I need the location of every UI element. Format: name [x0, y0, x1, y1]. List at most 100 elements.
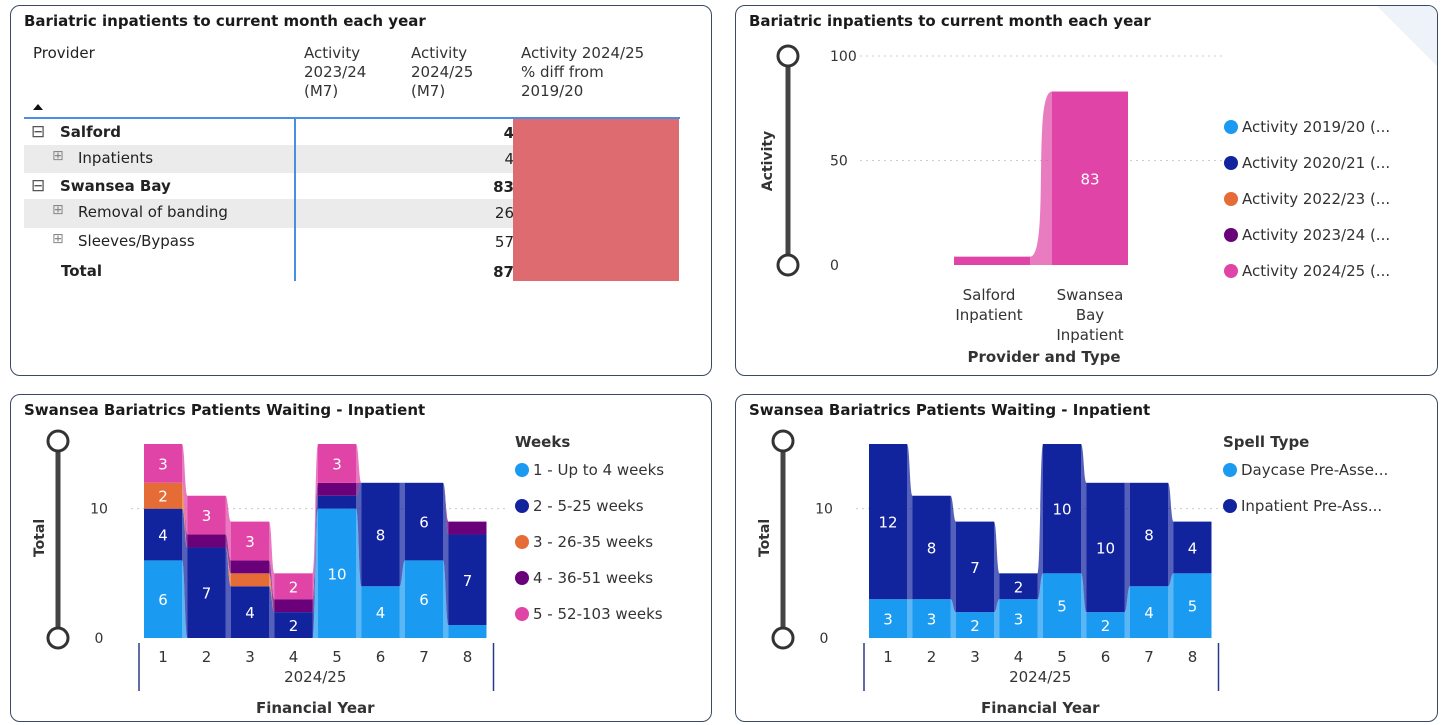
bar-segment[interactable] — [1130, 482, 1168, 587]
slider-handle-top[interactable] — [46, 429, 70, 453]
slider-handle-bottom[interactable] — [46, 626, 70, 650]
table-row[interactable]: Total 87 — [24, 258, 514, 284]
col-header-provider[interactable]: Provider — [33, 44, 95, 62]
col-header-activity-2023-24[interactable]: Activity 2023/24 (M7) — [304, 44, 367, 100]
ribbon — [1081, 573, 1087, 638]
legend-item[interactable]: Activity 2019/20 (... — [1242, 118, 1390, 136]
legend-item[interactable]: Activity 2024/25 (... — [1242, 262, 1390, 280]
table-row[interactable]: ⊞ Sleeves/Bypass 57 — [24, 228, 514, 258]
ribbon — [312, 495, 318, 638]
legend-item[interactable]: 4 - 36-51 weeks — [533, 569, 653, 587]
legend-item[interactable]: Activity 2022/23 (... — [1242, 190, 1390, 208]
slider-handle-top[interactable] — [771, 429, 795, 453]
legend-item[interactable]: Daycase Pre-Asse... — [1241, 461, 1388, 479]
bar-segment[interactable] — [1043, 573, 1081, 638]
bar-segment[interactable] — [912, 495, 951, 600]
bar-segment[interactable] — [999, 599, 1038, 638]
legend-item[interactable]: Inpatient Pre-Ass... — [1241, 497, 1382, 515]
slider-handle-top[interactable] — [776, 44, 800, 68]
activity-chart-panel: Bariatric inpatients to current month ea… — [735, 5, 1438, 376]
bar-segment[interactable] — [1086, 482, 1125, 613]
y-axis-title: Total — [757, 519, 773, 557]
ribbon — [356, 508, 362, 638]
bar-segment[interactable] — [912, 599, 951, 638]
bar-segment[interactable] — [1173, 521, 1212, 574]
data-label: 4 — [1144, 604, 1154, 622]
expand-icon[interactable]: ⊞ — [52, 148, 64, 164]
legend-item[interactable]: 2 - 5-25 weeks — [533, 497, 644, 515]
data-label: 3 — [332, 455, 342, 473]
table-row[interactable]: ⊞ Inpatients 4 — [24, 145, 514, 173]
bar-segment[interactable] — [318, 495, 356, 509]
bar-segment[interactable] — [405, 560, 443, 638]
legend-item[interactable]: 3 - 26-35 weeks — [533, 533, 653, 551]
data-label: 10 — [1096, 539, 1115, 557]
bar-segment[interactable] — [1043, 444, 1081, 574]
bar-segment[interactable] — [405, 482, 443, 561]
ribbon — [443, 482, 449, 626]
legend-marker — [1224, 192, 1238, 206]
bar-segment[interactable] — [187, 547, 226, 638]
data-label: 8 — [927, 539, 937, 557]
bar[interactable] — [954, 256, 1030, 265]
bar-segment[interactable] — [274, 612, 313, 638]
col-header-activity-2024-25[interactable]: Activity 2024/25 (M7) — [411, 44, 474, 100]
bar-segment[interactable] — [144, 444, 182, 483]
bar-segment[interactable] — [187, 534, 226, 548]
bar-segment[interactable] — [318, 482, 356, 496]
x-tick-label: Bay — [1076, 306, 1104, 324]
slider-handle-bottom[interactable] — [776, 253, 800, 277]
data-label: 2 — [158, 488, 168, 506]
bar-segment[interactable] — [231, 573, 269, 587]
legend-item[interactable]: 1 - Up to 4 weeks — [533, 461, 664, 479]
bar-segment[interactable] — [144, 560, 182, 638]
data-label: 8 — [1144, 527, 1154, 545]
slider-handle-bottom[interactable] — [771, 626, 795, 650]
table-row[interactable]: ⊞ Removal of banding 26 — [24, 199, 514, 228]
bar-segment[interactable] — [187, 495, 226, 535]
bar-segment[interactable] — [1086, 612, 1125, 638]
col-header-percent-diff[interactable]: Activity 2024/25 % diff from 2019/20 — [521, 44, 645, 100]
activity-2024-25-value: 4 — [503, 124, 514, 142]
bar-segment[interactable] — [956, 612, 994, 638]
bar-segment[interactable] — [1130, 586, 1168, 638]
bar-segment[interactable] — [999, 573, 1038, 600]
legend-item[interactable]: Activity 2023/24 (... — [1242, 226, 1390, 244]
expand-icon[interactable]: ⊞ — [52, 231, 64, 247]
bar-segment[interactable] — [1173, 573, 1212, 638]
panel-title: Bariatric inpatients to current month ea… — [24, 12, 426, 30]
legend-item[interactable]: 5 - 52-103 weeks — [533, 605, 663, 623]
expand-icon[interactable]: ⊞ — [52, 202, 64, 218]
ribbon — [312, 444, 318, 600]
bar[interactable] — [1052, 91, 1128, 265]
bar-segment[interactable] — [956, 521, 994, 613]
data-label: 6 — [419, 591, 429, 609]
collapse-icon[interactable]: ⊟ — [31, 176, 46, 196]
bar-segment[interactable] — [869, 444, 907, 600]
bar-segment[interactable] — [231, 521, 269, 561]
data-label: 7 — [463, 572, 473, 590]
bar-segment[interactable] — [144, 508, 182, 561]
sort-up-icon[interactable] — [33, 104, 43, 110]
bar-segment[interactable] — [361, 586, 400, 638]
bar-segment[interactable] — [448, 521, 487, 535]
x-tick-label: 2 — [202, 648, 212, 666]
collapse-icon[interactable]: ⊟ — [31, 122, 46, 142]
bar-segment[interactable] — [361, 482, 400, 587]
bar-segment[interactable] — [274, 599, 313, 613]
bar-segment[interactable] — [448, 534, 487, 626]
data-label: 3 — [245, 533, 255, 551]
x-tick-label: 6 — [376, 648, 386, 666]
bar-segment[interactable] — [448, 625, 487, 638]
bar-segment[interactable] — [274, 573, 313, 600]
bar-segment[interactable] — [318, 444, 356, 483]
x-tick-label: 1 — [883, 648, 893, 666]
bar-segment[interactable] — [231, 586, 269, 638]
bar-segment[interactable] — [318, 508, 356, 638]
bar-segment[interactable] — [144, 482, 182, 509]
bar-segment[interactable] — [231, 560, 269, 574]
table-row[interactable]: ⊟ Salford 4 — [24, 119, 514, 145]
legend-item[interactable]: Activity 2020/21 (... — [1242, 154, 1390, 172]
table-row[interactable]: ⊟ Swansea Bay 83 — [24, 173, 514, 199]
bar-segment[interactable] — [869, 599, 907, 638]
